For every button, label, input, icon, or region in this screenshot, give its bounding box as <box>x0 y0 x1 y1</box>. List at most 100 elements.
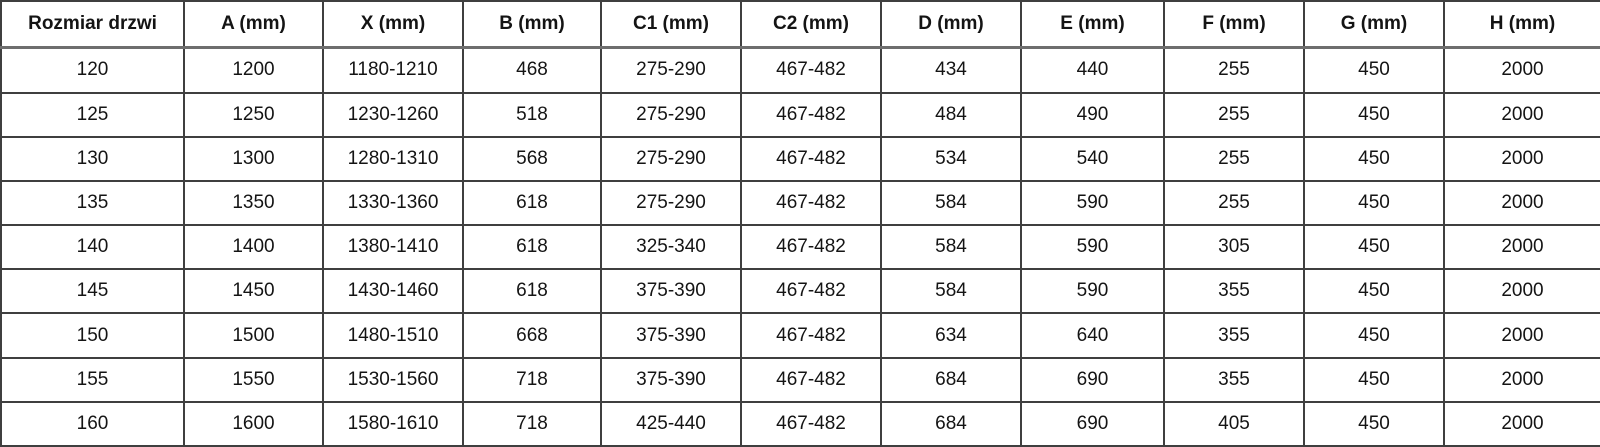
table-cell: 540 <box>1020 135 1165 182</box>
table-cell: 518 <box>462 91 602 138</box>
table-cell: 467-482 <box>740 179 882 227</box>
table-cell: 640 <box>1020 312 1165 359</box>
table-cell: 590 <box>1020 179 1165 227</box>
column-header-d-mm: D (mm) <box>880 0 1022 49</box>
column-header-a-mm: A (mm) <box>183 0 324 49</box>
table-cell: 1600 <box>183 400 324 447</box>
table-cell: 434 <box>880 46 1022 94</box>
table-cell: 684 <box>880 356 1022 403</box>
table-cell: 1300 <box>183 135 324 182</box>
table-cell: 375-390 <box>600 312 742 359</box>
table-cell: 1280-1310 <box>322 135 464 182</box>
table-cell: 467-482 <box>740 224 882 271</box>
table-cell: 325-340 <box>600 224 742 271</box>
table-cell: 160 <box>0 400 185 447</box>
table-row: 120 1200 1180-1210 468 275-290 467-482 434 440 2… <box>0 46 1600 94</box>
column-header-e-mm: E (mm) <box>1020 0 1165 49</box>
table-cell: 150 <box>0 312 185 359</box>
table-cell: 355 <box>1163 268 1305 315</box>
table-cell: 255 <box>1163 91 1305 138</box>
column-header-f-mm: F (mm) <box>1163 0 1305 49</box>
table-cell: 1500 <box>183 312 324 359</box>
column-header-rozmiar-drzwi: Rozmiar drzwi <box>0 0 185 49</box>
table-cell: 375-390 <box>600 268 742 315</box>
table-cell: 275-290 <box>600 179 742 227</box>
table-cell: 718 <box>462 400 602 447</box>
table-cell: 450 <box>1303 224 1445 271</box>
column-header-b-mm: B (mm) <box>462 0 602 49</box>
table-cell: 467-482 <box>740 400 882 447</box>
table-cell: 618 <box>462 224 602 271</box>
table-body: 120 1200 1180-1210 468 275-290 467-482 434 440 2… <box>0 46 1600 447</box>
table-header: Rozmiar drzwi A (mm) X (mm) B (mm) C1 (mm) C2… <box>0 0 1600 49</box>
table-cell: 590 <box>1020 224 1165 271</box>
table-cell: 1250 <box>183 91 324 138</box>
table-row: 145 1450 1430-1460 618 375-390 467-482 584 590 3… <box>0 268 1600 315</box>
table-cell: 450 <box>1303 400 1445 447</box>
table-cell: 425-440 <box>600 400 742 447</box>
table-cell: 2000 <box>1443 135 1600 182</box>
table-cell: 1350 <box>183 179 324 227</box>
table-cell: 584 <box>880 268 1022 315</box>
table-cell: 2000 <box>1443 91 1600 138</box>
table-cell: 255 <box>1163 46 1305 94</box>
table-cell: 2000 <box>1443 268 1600 315</box>
table-cell: 450 <box>1303 356 1445 403</box>
table-cell: 467-482 <box>740 91 882 138</box>
table-cell: 375-390 <box>600 356 742 403</box>
table-cell: 668 <box>462 312 602 359</box>
table-cell: 2000 <box>1443 224 1600 271</box>
table-cell: 125 <box>0 91 185 138</box>
table-cell: 275-290 <box>600 46 742 94</box>
table-cell: 440 <box>1020 46 1165 94</box>
table-row: 160 1600 1580-1610 718 425-440 467-482 684 690 4… <box>0 400 1600 447</box>
table-cell: 1330-1360 <box>322 179 464 227</box>
table-cell: 355 <box>1163 356 1305 403</box>
table-cell: 1480-1510 <box>322 312 464 359</box>
table-cell: 275-290 <box>600 135 742 182</box>
table-cell: 2000 <box>1443 312 1600 359</box>
table-cell: 450 <box>1303 312 1445 359</box>
table-cell: 584 <box>880 179 1022 227</box>
table-cell: 634 <box>880 312 1022 359</box>
table-cell: 450 <box>1303 135 1445 182</box>
table-cell: 155 <box>0 356 185 403</box>
table-cell: 450 <box>1303 46 1445 94</box>
table-cell: 467-482 <box>740 46 882 94</box>
table-cell: 1530-1560 <box>322 356 464 403</box>
table-cell: 1200 <box>183 46 324 94</box>
table-cell: 355 <box>1163 312 1305 359</box>
table-cell: 140 <box>0 224 185 271</box>
table-cell: 690 <box>1020 400 1165 447</box>
table-cell: 450 <box>1303 179 1445 227</box>
table-cell: 120 <box>0 46 185 94</box>
table-cell: 130 <box>0 135 185 182</box>
table-cell: 255 <box>1163 135 1305 182</box>
table-cell: 1580-1610 <box>322 400 464 447</box>
table-cell: 2000 <box>1443 179 1600 227</box>
table-row: 150 1500 1480-1510 668 375-390 467-482 634 640 3… <box>0 312 1600 359</box>
column-header-c2-mm: C2 (mm) <box>740 0 882 49</box>
table-cell: 305 <box>1163 224 1305 271</box>
table-cell: 275-290 <box>600 91 742 138</box>
table-cell: 690 <box>1020 356 1165 403</box>
table-row: 140 1400 1380-1410 618 325-340 467-482 584 590 3… <box>0 224 1600 271</box>
table-cell: 1230-1260 <box>322 91 464 138</box>
table-cell: 618 <box>462 179 602 227</box>
table-cell: 467-482 <box>740 135 882 182</box>
table-cell: 490 <box>1020 91 1165 138</box>
table-cell: 590 <box>1020 268 1165 315</box>
table-cell: 1380-1410 <box>322 224 464 271</box>
table-cell: 1430-1460 <box>322 268 464 315</box>
table-row: 155 1550 1530-1560 718 375-390 467-482 684 690 3… <box>0 356 1600 403</box>
table-cell: 2000 <box>1443 400 1600 447</box>
table-cell: 450 <box>1303 91 1445 138</box>
table-cell: 1450 <box>183 268 324 315</box>
column-header-h-mm: H (mm) <box>1443 0 1600 49</box>
table-cell: 584 <box>880 224 1022 271</box>
table-cell: 1400 <box>183 224 324 271</box>
table-cell: 467-482 <box>740 268 882 315</box>
table-cell: 467-482 <box>740 312 882 359</box>
